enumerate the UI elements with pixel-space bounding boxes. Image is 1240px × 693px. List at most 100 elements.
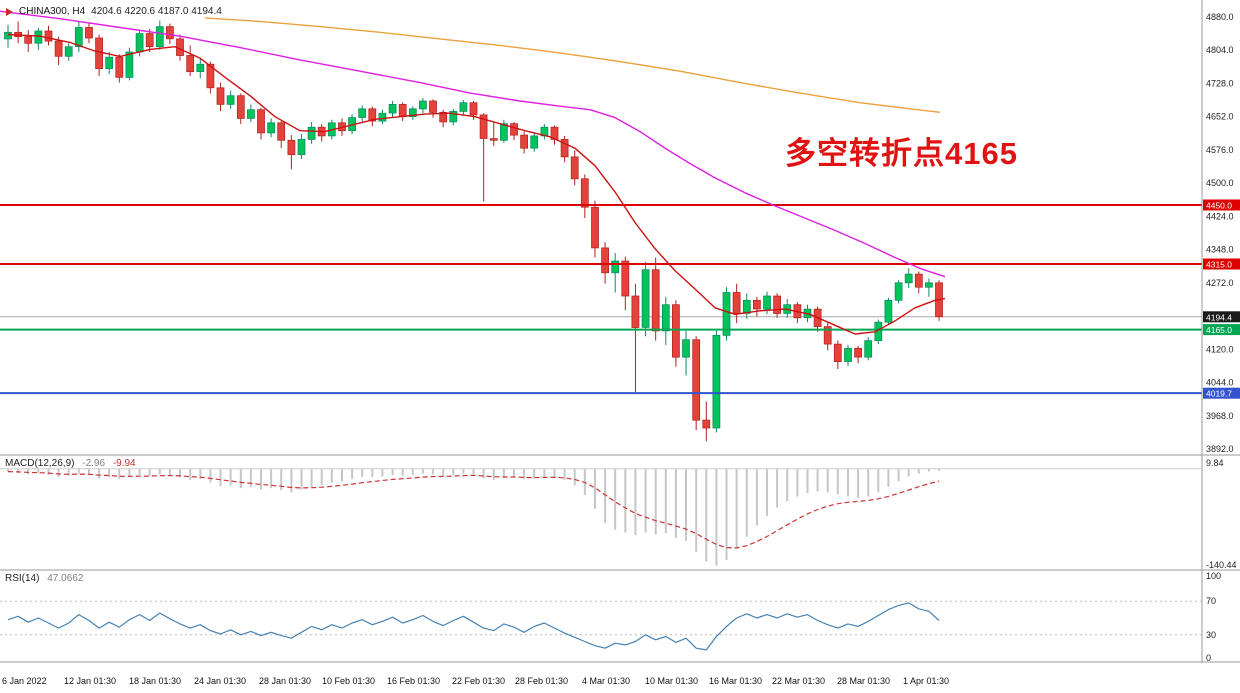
candle-body <box>672 304 680 358</box>
time-axis-label: 1 Apr 01:30 <box>903 676 949 686</box>
candle-body <box>914 273 923 288</box>
candle-body <box>753 299 761 310</box>
rsi-indicator-label: RSI(14) 47.0662 <box>5 573 83 584</box>
price-tag-4019.7: 4019.7 <box>1203 387 1240 399</box>
candle-body <box>419 100 427 110</box>
candle-body <box>854 348 862 358</box>
candle-body <box>24 36 33 44</box>
candles-layer <box>4 20 943 442</box>
rsi-value: 47.0662 <box>47 573 84 584</box>
candle-body <box>621 260 630 297</box>
price-tag-4315.0: 4315.0 <box>1203 258 1240 270</box>
candle-body <box>297 139 306 156</box>
candle-body <box>196 63 205 72</box>
candle-body <box>429 100 437 113</box>
svg-text:4450.0: 4450.0 <box>1206 201 1232 211</box>
price-axis-label: 4576.0 <box>1206 145 1234 155</box>
rsi-axis-label: 30 <box>1206 630 1216 640</box>
macd-name: MACD(12,26,9) <box>5 458 75 469</box>
candle-body <box>661 304 670 332</box>
candle-body <box>439 111 448 123</box>
candle-body <box>44 30 53 42</box>
svg-text:4019.7: 4019.7 <box>1206 389 1232 399</box>
time-axis-label: 22 Mar 01:30 <box>772 676 825 686</box>
price-axis-label: 3892.0 <box>1206 444 1234 454</box>
annotation-text[interactable]: 多空转折点4165 <box>785 136 1018 171</box>
candle-body <box>236 95 245 119</box>
candle-body <box>489 138 498 141</box>
macd-signal-line <box>7 471 940 549</box>
candle-body <box>267 122 275 134</box>
candle-body <box>580 178 589 208</box>
candle-body <box>601 247 609 274</box>
time-axis: 6 Jan 2022 12 Jan 01:30 18 Jan 01:30 24 Jan… <box>2 676 949 686</box>
candle-body <box>732 292 741 314</box>
candle-body <box>510 123 518 136</box>
price-axis-label: 4500.0 <box>1206 178 1234 188</box>
price-axis-label: 4652.0 <box>1206 112 1234 122</box>
candle-body <box>34 30 43 44</box>
candle-body <box>611 260 620 274</box>
svg-text:4194.4: 4194.4 <box>1206 312 1232 322</box>
candle-body <box>166 26 174 40</box>
price-tag-4450.0: 4450.0 <box>1203 199 1240 211</box>
candle-body <box>257 109 265 134</box>
price-axis-label: 4880.0 <box>1206 12 1234 22</box>
candle-body <box>135 33 144 53</box>
candle-body <box>722 292 731 336</box>
candle-body <box>4 31 12 40</box>
candle-body <box>773 295 781 314</box>
ma-fast-red-line <box>7 33 946 335</box>
candle-body <box>206 63 215 89</box>
candle-body <box>95 37 103 69</box>
macd-main-value: -2.96 <box>82 458 106 469</box>
time-axis-label: 22 Feb 01:30 <box>452 676 505 686</box>
rsi-axis-label: 70 <box>1206 596 1216 606</box>
time-axis-label: 10 Mar 01:30 <box>645 676 698 686</box>
svg-text:4315.0: 4315.0 <box>1206 260 1232 270</box>
candle-body <box>459 102 468 112</box>
candle-body <box>216 87 225 105</box>
time-axis-label: 4 Mar 01:30 <box>582 676 630 686</box>
candle-body <box>408 108 417 118</box>
time-axis-label: 16 Mar 01:30 <box>709 676 762 686</box>
candle-body <box>742 299 751 314</box>
time-axis-label: 10 Feb 01:30 <box>322 676 375 686</box>
symbol-period-label: CHINA300, H4 <box>19 6 86 17</box>
candle-body <box>307 126 316 140</box>
candle-body <box>894 282 903 301</box>
ohlc-values: 4204.6 4220.6 4187.0 4194.4 <box>91 6 222 17</box>
candle-body <box>247 109 255 119</box>
candle-body <box>105 56 114 69</box>
candle-body <box>449 111 458 123</box>
rsi-name: RSI(14) <box>5 573 40 584</box>
macd-panel: 9.84 -140.44 <box>0 458 1237 570</box>
price-axis: 4880.0 4804.0 4728.0 4652.0 4576.0 4500.0 4424… <box>1206 12 1234 454</box>
macd-axis-min: -140.44 <box>1206 560 1237 570</box>
chart-title-bar: CHINA300, H4 4204.6 4220.6 4187.0 4194.4 <box>6 6 222 17</box>
price-axis-label: 4120.0 <box>1206 344 1234 354</box>
candle-body <box>570 156 579 180</box>
candle-body <box>378 112 387 122</box>
symbol-arrow-icon <box>6 7 13 16</box>
candle-body <box>74 27 83 48</box>
candle-body <box>925 282 933 288</box>
price-axis-label: 4424.0 <box>1206 211 1234 221</box>
candle-body <box>388 104 397 114</box>
candle-body <box>651 269 660 332</box>
svg-text:4165.0: 4165.0 <box>1206 325 1232 335</box>
main-price-panel <box>0 10 1202 442</box>
candle-body <box>186 55 195 73</box>
ma-slow-orange-line <box>204 17 941 113</box>
candle-body <box>763 295 771 310</box>
rsi-line <box>7 602 940 651</box>
candle-body <box>287 139 296 156</box>
price-tag-4165.0: 4165.0 <box>1203 324 1240 335</box>
candle-body <box>54 40 63 57</box>
candle-body <box>368 108 377 122</box>
price-axis-label: 3968.0 <box>1206 411 1234 421</box>
candle-body <box>641 269 650 328</box>
candle-body <box>560 139 569 158</box>
